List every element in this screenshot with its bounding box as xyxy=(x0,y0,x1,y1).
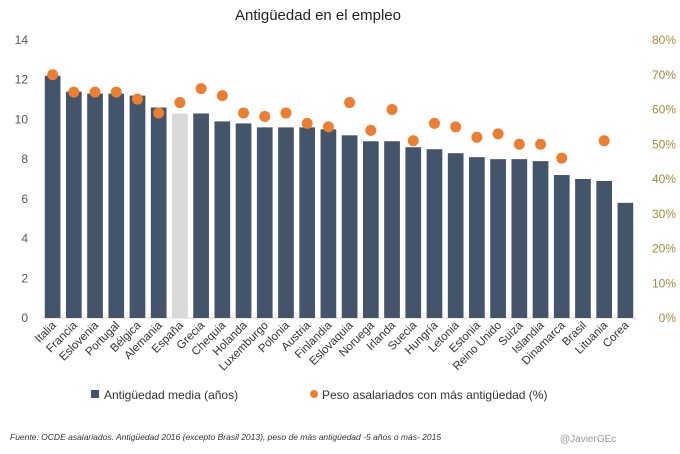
dot xyxy=(216,90,228,102)
bar xyxy=(341,135,358,318)
y-left-tick-label: 8 xyxy=(21,152,28,166)
legend-bar-swatch xyxy=(91,390,99,398)
bar xyxy=(405,147,422,318)
bar xyxy=(362,141,379,318)
y-left-tick-label: 2 xyxy=(21,271,28,285)
bar xyxy=(214,121,231,318)
bar-series xyxy=(44,75,634,319)
bar xyxy=(320,129,337,318)
bar xyxy=(108,93,125,318)
y-right-tick-label: 80% xyxy=(652,33,676,47)
source-note: Fuente: OCDE asalariados. Antigüedad 201… xyxy=(10,432,441,442)
bar xyxy=(384,141,400,318)
legend-dot-label: Peso asalariados con más antigüedad (%) xyxy=(322,388,547,402)
dot xyxy=(513,138,525,150)
bar xyxy=(596,180,613,318)
bar xyxy=(87,93,103,318)
author-credit: @JavierGEc xyxy=(560,434,616,445)
bar xyxy=(532,161,549,318)
y-right-tick-label: 20% xyxy=(652,242,676,256)
y-right-tick-label: 50% xyxy=(652,137,676,151)
legend-dot-swatch xyxy=(310,390,318,398)
dot xyxy=(259,110,271,122)
bar xyxy=(299,127,316,319)
dot xyxy=(110,86,122,98)
category-labels: ItaliaFranciaEsloveniaPortugalBélgicaAle… xyxy=(33,319,632,373)
dot xyxy=(428,117,440,129)
bar xyxy=(426,149,443,318)
dot xyxy=(535,138,547,150)
dot xyxy=(131,93,143,105)
dot xyxy=(598,135,610,147)
bar xyxy=(447,153,464,318)
y-left-tick-label: 12 xyxy=(15,73,29,87)
y-right-tick-label: 30% xyxy=(652,207,676,221)
dot xyxy=(344,97,356,109)
bar xyxy=(65,91,82,318)
bar xyxy=(193,113,209,318)
bar xyxy=(150,107,167,318)
bar xyxy=(129,95,146,318)
dot-series xyxy=(47,69,610,164)
y-right-tick-label: 60% xyxy=(652,103,676,117)
dot xyxy=(174,97,186,109)
dot xyxy=(386,104,398,115)
dot xyxy=(301,117,313,129)
dot xyxy=(407,135,419,147)
y-left-tick-label: 14 xyxy=(15,33,29,47)
bar xyxy=(44,75,61,319)
dot xyxy=(153,107,165,119)
y-left-tick-label: 6 xyxy=(21,192,28,206)
bar xyxy=(235,123,252,319)
dot xyxy=(47,69,59,81)
y-left-tick-label: 10 xyxy=(15,112,29,126)
bar xyxy=(469,157,485,318)
bar xyxy=(575,179,591,318)
y-right-tick-label: 70% xyxy=(652,68,676,82)
legend-bar-label: Antigüedad media (años) xyxy=(104,388,238,402)
bar xyxy=(278,127,294,319)
y-right-tick-label: 10% xyxy=(652,276,676,290)
dot xyxy=(556,152,568,164)
bar xyxy=(553,175,570,318)
dot xyxy=(195,83,207,95)
dot xyxy=(68,86,80,98)
dot xyxy=(322,121,334,133)
dot xyxy=(365,124,377,136)
y-left-tick-label: 4 xyxy=(21,232,28,246)
y-right-tick-label: 0% xyxy=(659,311,677,325)
y-left-tick-label: 0 xyxy=(21,311,28,325)
bar xyxy=(256,127,273,319)
dot xyxy=(471,131,483,143)
bar xyxy=(511,159,528,318)
y-right-tick-label: 40% xyxy=(652,172,676,186)
bar xyxy=(172,113,188,318)
dot xyxy=(238,107,250,119)
axes: 0 2 4 6 8 10 12 14 0% 10% 20% 30% 40% 50% 60% 70% 80% xyxy=(15,33,677,325)
dot xyxy=(280,107,292,119)
bar xyxy=(617,202,634,318)
dot xyxy=(450,121,462,133)
chart-title: Antigüedad en el empleo xyxy=(235,7,401,24)
dot xyxy=(492,128,504,140)
dot xyxy=(89,86,101,98)
legend: Antigüedad media (años) Peso asalariados… xyxy=(91,388,547,402)
bar xyxy=(490,159,506,318)
